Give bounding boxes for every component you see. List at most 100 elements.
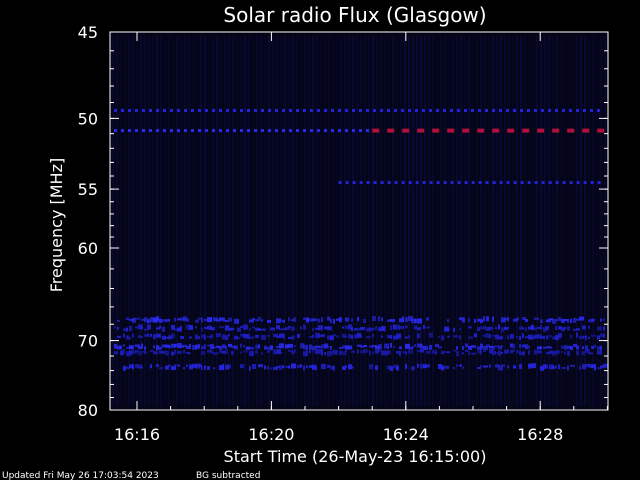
- band-segment: [135, 129, 138, 133]
- band-blob: [123, 328, 128, 332]
- band-blob: [216, 345, 220, 348]
- band-blob: [510, 334, 514, 339]
- band-blob: [342, 366, 346, 370]
- x-tick-label: 16:20: [248, 425, 294, 444]
- band-blob: [531, 336, 535, 340]
- band-segment: [114, 109, 117, 112]
- band-blob: [483, 325, 486, 330]
- noise-streak: [276, 36, 278, 406]
- band-blob: [585, 345, 588, 351]
- band-segment: [149, 109, 152, 112]
- noise-streak: [364, 36, 366, 406]
- band-blob: [597, 346, 602, 351]
- band-blob: [306, 365, 308, 369]
- noise-streak: [160, 36, 162, 406]
- noise-streak: [180, 36, 182, 406]
- band-blob: [357, 327, 361, 331]
- band-blob: [201, 334, 206, 339]
- band-blob: [402, 351, 407, 354]
- band-segment: [142, 109, 145, 112]
- bg-subtracted-note: BG subtracted: [196, 471, 260, 480]
- band-blob: [555, 350, 560, 354]
- band-blob: [378, 344, 382, 350]
- band-blob: [207, 344, 212, 347]
- band-blob: [480, 343, 483, 349]
- band-segment: [226, 129, 229, 133]
- noise-streak: [516, 36, 518, 406]
- band-segment: [541, 109, 544, 112]
- band-blob: [567, 365, 569, 371]
- band-blob: [405, 336, 408, 339]
- band-blob: [600, 345, 602, 350]
- band-blob: [468, 326, 472, 329]
- band-segment: [254, 109, 257, 112]
- band-blob: [291, 319, 294, 321]
- noise-streak: [288, 36, 290, 406]
- band-blob: [318, 325, 323, 331]
- band-segment: [471, 181, 475, 185]
- band-segment: [387, 109, 390, 112]
- band-blob: [462, 346, 464, 350]
- band-blob: [276, 366, 280, 368]
- band-blob: [576, 318, 579, 321]
- band-blob: [561, 351, 563, 353]
- band-blob: [288, 317, 290, 322]
- band-segment: [569, 109, 572, 112]
- band-segment: [212, 129, 215, 133]
- band-blob: [501, 335, 503, 339]
- band-blob: [303, 351, 308, 357]
- band-blob: [333, 318, 335, 324]
- band-segment: [567, 128, 575, 133]
- noise-streak: [600, 36, 602, 406]
- band-blob: [387, 350, 391, 355]
- band-blob: [453, 349, 457, 352]
- band-segment: [324, 129, 327, 133]
- band-blob: [183, 350, 185, 354]
- band-blob: [465, 343, 468, 348]
- band-blob: [291, 351, 295, 355]
- band-segment: [331, 109, 334, 112]
- band-blob: [501, 327, 504, 333]
- band-segment: [590, 181, 594, 185]
- band-blob: [558, 317, 561, 321]
- band-blob: [126, 366, 130, 369]
- band-segment: [513, 181, 517, 185]
- band-blob: [225, 364, 229, 370]
- band-blob: [591, 364, 596, 369]
- band-blob: [378, 349, 382, 352]
- band-blob: [579, 316, 584, 321]
- band-segment: [450, 109, 453, 112]
- band-blob: [438, 346, 442, 349]
- noise-streak: [292, 36, 294, 406]
- noise-streak: [480, 36, 482, 406]
- band-blob: [114, 326, 116, 329]
- emission-band: [117, 332, 605, 341]
- band-blob: [393, 324, 396, 330]
- band-segment: [432, 128, 440, 133]
- band-blob: [123, 333, 125, 338]
- band-blob: [501, 352, 503, 354]
- band-blob: [138, 351, 142, 356]
- band-blob: [312, 335, 314, 337]
- band-blob: [234, 318, 239, 324]
- band-blob: [456, 346, 458, 350]
- band-blob: [594, 366, 596, 371]
- band-blob: [552, 318, 556, 324]
- noise-streak: [168, 36, 170, 406]
- band-blob: [480, 319, 483, 324]
- band-blob: [345, 325, 349, 329]
- noise-streak: [548, 36, 550, 406]
- band-blob: [165, 365, 169, 370]
- band-blob: [492, 334, 497, 337]
- band-blob: [246, 333, 250, 339]
- band-blob: [321, 350, 323, 356]
- band-blob: [522, 344, 525, 348]
- band-segment: [555, 109, 558, 112]
- band-blob: [342, 345, 346, 349]
- band-blob: [585, 364, 590, 367]
- band-blob: [321, 317, 323, 323]
- band-blob: [165, 344, 170, 348]
- band-blob: [414, 318, 418, 323]
- band-blob: [441, 351, 444, 355]
- noise-streak: [500, 36, 502, 406]
